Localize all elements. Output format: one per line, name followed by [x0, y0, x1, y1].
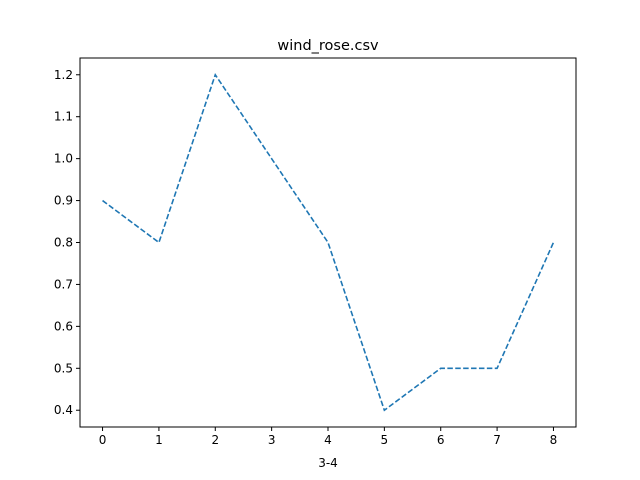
chart-title: wind_rose.csv [277, 38, 379, 54]
y-tick-label: 1.0 [54, 152, 73, 166]
x-tick-label: 1 [155, 433, 163, 447]
x-tick-label: 0 [99, 433, 107, 447]
y-tick-label: 0.9 [54, 194, 73, 208]
series-line [102, 72, 555, 412]
y-tick-label: 0.7 [54, 277, 73, 291]
y-tick-label: 0.5 [54, 361, 73, 375]
series-layer [102, 72, 555, 412]
x-tick-label: 6 [437, 433, 445, 447]
x-tick-label: 8 [550, 433, 558, 447]
y-tick-label: 1.2 [54, 68, 73, 82]
x-tick-label: 4 [324, 433, 332, 447]
plot-frame [79, 57, 577, 428]
x-tick-label: 2 [211, 433, 219, 447]
y-tick-label: 0.4 [54, 403, 73, 417]
y-tick-label: 0.8 [54, 236, 73, 250]
x-axis-label: 3-4 [318, 456, 338, 470]
y-tick-label: 1.1 [54, 110, 73, 124]
x-tick-label: 5 [381, 433, 389, 447]
y-tick-label: 0.6 [54, 319, 73, 333]
x-tick-label: 7 [493, 433, 501, 447]
x-tick-label: 3 [268, 433, 276, 447]
y-axis-ticks: 0.4 0.5 0.6 0.7 0.8 0.9 1.0 1.1 1.2 [54, 68, 80, 417]
x-axis-ticks: 0 1 2 3 4 5 6 7 8 [99, 427, 558, 447]
